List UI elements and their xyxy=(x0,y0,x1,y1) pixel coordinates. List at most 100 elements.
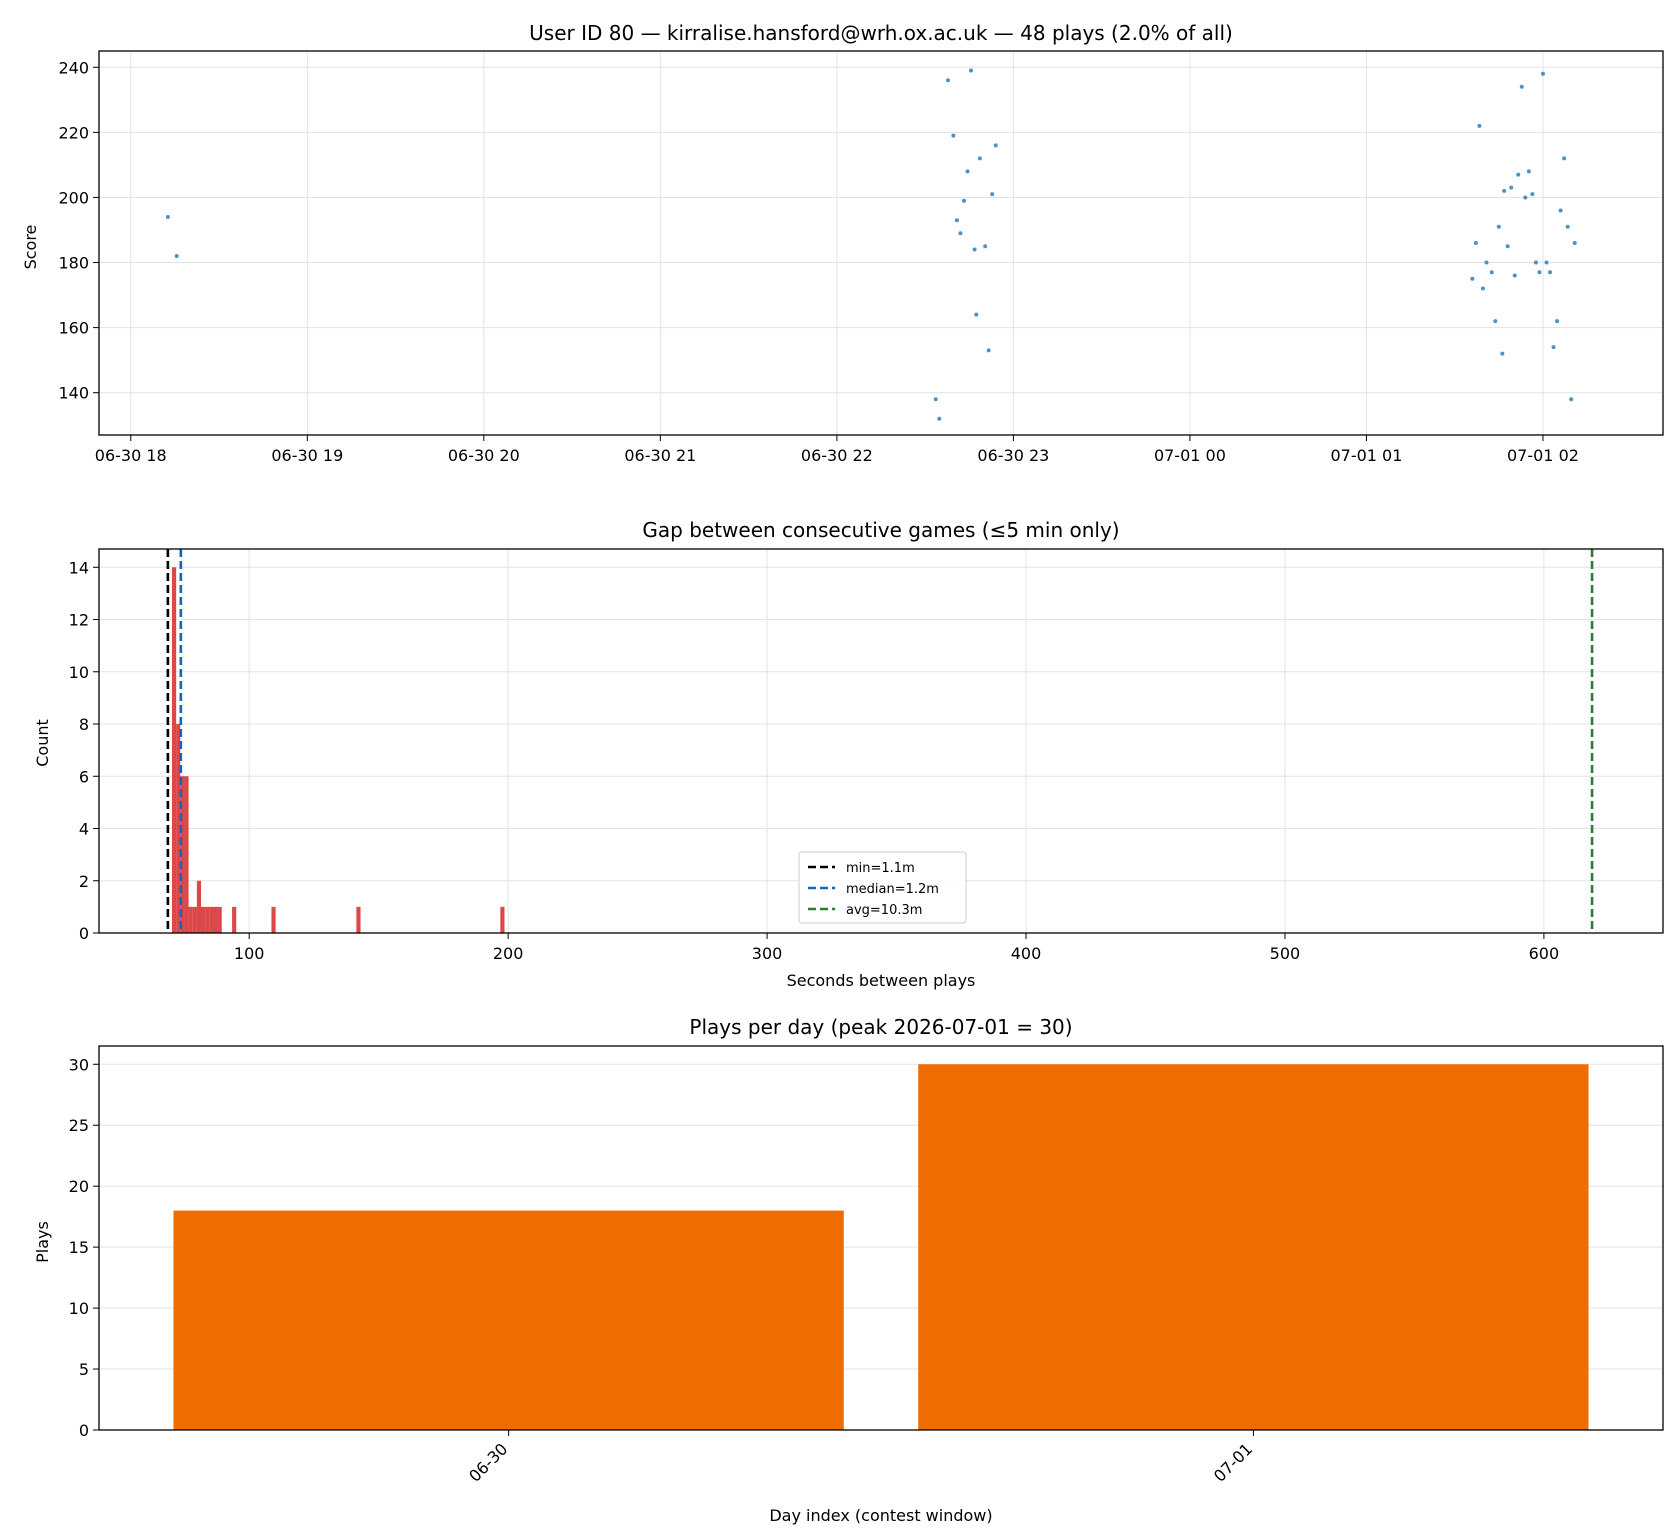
panel1-ytick-label: 200 xyxy=(58,188,89,207)
score-point xyxy=(1509,185,1514,190)
score-point xyxy=(969,68,974,73)
score-point xyxy=(165,214,170,219)
gap-histogram-bar xyxy=(500,906,505,933)
gap-histogram-bar xyxy=(201,906,206,933)
legend-label: median=1.2m xyxy=(846,882,939,897)
panel2-bars xyxy=(172,567,505,933)
panel1-ytick-label: 160 xyxy=(58,319,89,338)
gap-histogram-bar xyxy=(205,906,210,933)
score-point xyxy=(993,143,998,148)
panel2-legend: min=1.1m median=1.2m avg=10.3m xyxy=(798,851,967,924)
score-point xyxy=(1496,224,1501,229)
gap-histogram-bar xyxy=(184,776,189,933)
panel2-xtick-label: 300 xyxy=(752,944,783,963)
panel2-ytick-label: 10 xyxy=(69,663,89,682)
score-point xyxy=(986,348,991,353)
score-point xyxy=(1551,345,1556,350)
score-point xyxy=(1500,351,1505,356)
panel2-ylabel: Count xyxy=(33,719,52,767)
score-point xyxy=(1516,172,1521,177)
panel1-xtick-label: 06-30 18 xyxy=(95,446,167,465)
score-point xyxy=(954,218,959,223)
score-point xyxy=(965,169,970,174)
panel2-xtick-label: 100 xyxy=(234,944,265,963)
score-point xyxy=(974,312,979,317)
gap-histogram-bar xyxy=(213,906,218,933)
score-point xyxy=(933,397,938,402)
score-point xyxy=(1565,224,1570,229)
panel2-xtick-label: 400 xyxy=(1011,944,1042,963)
panel3-xtick-label: 06-30 xyxy=(465,1439,511,1485)
legend-box xyxy=(798,851,967,924)
panel1-frame xyxy=(98,50,1664,436)
panel3-xtick-label: 07-01 xyxy=(1210,1439,1256,1485)
gap-histogram-bar xyxy=(172,567,177,933)
legend-label: min=1.1m xyxy=(846,861,915,876)
panel2-axes: 100 200 300 400 500 600 0 2 4 6 8 10 12 14 xyxy=(69,548,1664,963)
panel1-ytick-label: 180 xyxy=(58,254,89,273)
score-point xyxy=(1493,319,1498,324)
panel1-xtick-label: 07-01 01 xyxy=(1330,446,1402,465)
panel-scatter-score: User ID 80 — kirralise.hansford@wrh.ox.a… xyxy=(21,21,1664,465)
panel3-ytick-label: 15 xyxy=(69,1238,89,1257)
score-point xyxy=(1473,241,1478,245)
panel1-xtick-label: 06-30 23 xyxy=(977,446,1049,465)
score-point xyxy=(1512,273,1517,278)
panel1-xtick-label: 06-30 20 xyxy=(448,446,520,465)
panel1-xtick-label: 07-01 02 xyxy=(1507,446,1579,465)
score-point xyxy=(951,133,956,138)
panel-plays-per-day: Plays per day (peak 2026-07-01 = 30) 0 5 1… xyxy=(33,1015,1664,1525)
gap-histogram-bar xyxy=(180,776,185,933)
score-point xyxy=(1540,71,1545,76)
panel1-title: User ID 80 — kirralise.hansford@wrh.ox.a… xyxy=(529,21,1233,45)
panel2-ytick-label: 2 xyxy=(79,872,89,891)
panel2-ytick-label: 12 xyxy=(69,611,89,630)
score-point xyxy=(961,198,966,203)
gap-histogram-bar xyxy=(356,906,361,933)
score-point xyxy=(174,254,179,259)
panel3-ytick-label: 0 xyxy=(79,1421,89,1440)
legend-label: avg=10.3m xyxy=(846,903,922,918)
panel1-xtick-label: 06-30 19 xyxy=(271,446,343,465)
panel3-ytick-label: 20 xyxy=(69,1177,89,1196)
score-point xyxy=(1526,169,1531,174)
panel1-xtick-label: 07-01 00 xyxy=(1154,446,1226,465)
panel2-reference-lines xyxy=(166,549,1594,933)
panel3-ytick-label: 25 xyxy=(69,1116,89,1135)
panel1-xtick-label: 06-30 22 xyxy=(801,446,873,465)
panel2-ytick-label: 4 xyxy=(79,820,89,839)
score-point xyxy=(1519,84,1524,89)
gap-histogram-bar xyxy=(188,906,193,933)
score-point xyxy=(990,192,995,197)
score-point xyxy=(1505,244,1510,249)
panel2-ytick-label: 6 xyxy=(79,767,89,786)
panel1-ytick-label: 140 xyxy=(58,384,89,403)
gap-histogram-bar xyxy=(196,880,202,933)
panel1-points xyxy=(165,68,1577,421)
panel1-ytick-label: 220 xyxy=(58,123,89,142)
gap-histogram-bar xyxy=(271,906,276,933)
score-point xyxy=(1558,208,1563,213)
gap-histogram-bar xyxy=(209,906,214,933)
plays-per-day-bar xyxy=(918,1064,1589,1430)
score-point xyxy=(1548,270,1553,275)
panel2-xlabel: Seconds between plays xyxy=(787,971,976,990)
panel2-title: Gap between consecutive games (≤5 min on… xyxy=(642,518,1119,542)
panel3-title: Plays per day (peak 2026-07-01 = 30) xyxy=(689,1015,1072,1039)
panel3-bars xyxy=(173,1064,1589,1430)
score-point xyxy=(958,231,963,236)
gap-histogram-bar xyxy=(192,906,197,933)
panel2-xtick-label: 200 xyxy=(493,944,524,963)
panel3-ytick-label: 10 xyxy=(69,1299,89,1318)
gap-histogram-bar xyxy=(232,906,237,933)
panel1-xtick-label: 06-30 21 xyxy=(624,446,696,465)
score-point xyxy=(1484,260,1489,265)
score-point xyxy=(1562,156,1567,161)
score-point xyxy=(1555,319,1560,324)
gap-histogram-bar xyxy=(217,906,222,933)
panel-gap-histogram: Gap between consecutive games (≤5 min on… xyxy=(33,518,1664,990)
panel2-xtick-label: 600 xyxy=(1529,944,1560,963)
score-point xyxy=(946,78,951,83)
score-point xyxy=(937,416,942,421)
